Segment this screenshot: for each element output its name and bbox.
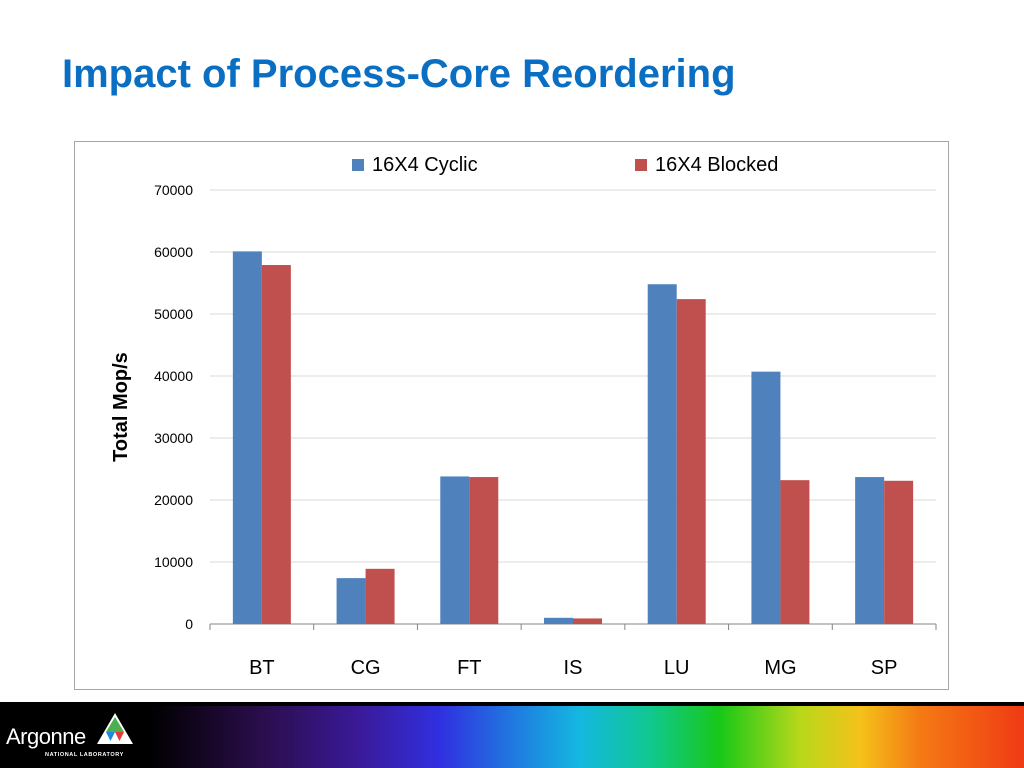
- bar-16x4-cyclic-ft: [440, 476, 470, 624]
- legend-swatch: [635, 159, 647, 171]
- legend-swatch: [352, 159, 364, 171]
- x-tick-label: IS: [564, 657, 583, 679]
- x-tick-label: CG: [351, 657, 381, 679]
- y-tick-label: 70000: [154, 182, 193, 198]
- bar-16x4-cyclic-is: [544, 617, 573, 624]
- footer-band: [0, 702, 1024, 768]
- y-tick-label: 10000: [154, 554, 193, 570]
- legend-label: 16X4 Cyclic: [372, 154, 478, 176]
- bar-16x4-cyclic-lu: [647, 284, 677, 624]
- y-tick-label: 20000: [154, 492, 193, 508]
- logo-wordmark: Argonne: [6, 724, 86, 749]
- bar-chart: 0 10000 20000 30000 40000 50000 60000 70000 BT CG…: [110, 154, 937, 679]
- argonne-logo-icon: [97, 713, 133, 744]
- slide-title: Impact of Process-Core Reordering: [62, 52, 736, 96]
- bar-16x4-blocked-ft: [469, 477, 499, 624]
- x-tick-label: FT: [457, 657, 481, 679]
- bar-16x4-blocked-bt: [261, 265, 291, 624]
- x-tick-label: BT: [249, 657, 275, 679]
- bar-16x4-cyclic-mg: [751, 371, 781, 624]
- x-tick-label: SP: [871, 657, 898, 679]
- x-tick-label: MG: [764, 657, 796, 679]
- bar-16x4-cyclic-bt: [232, 251, 262, 624]
- y-tick-label: 60000: [154, 244, 193, 260]
- bar-16x4-cyclic-sp: [855, 477, 885, 624]
- y-axis-title: Total Mop/s: [110, 352, 132, 462]
- y-tick-label: 30000: [154, 430, 193, 446]
- x-tick-label: LU: [664, 657, 690, 679]
- y-tick-label: 50000: [154, 306, 193, 322]
- bar-16x4-blocked-is: [573, 618, 602, 624]
- y-tick-label: 0: [185, 616, 193, 632]
- y-tick-label: 40000: [154, 368, 193, 384]
- bar-16x4-blocked-sp: [884, 480, 914, 624]
- bar-16x4-blocked-lu: [676, 299, 706, 624]
- bar-16x4-blocked-cg: [365, 568, 395, 624]
- logo-subtitle: NATIONAL LABORATORY: [45, 752, 124, 758]
- legend-label: 16X4 Blocked: [655, 154, 778, 176]
- chart-frame: 0 10000 20000 30000 40000 50000 60000 70000 BT CG…: [74, 141, 949, 690]
- bar-16x4-cyclic-cg: [336, 578, 366, 624]
- bar-16x4-blocked-mg: [780, 480, 810, 624]
